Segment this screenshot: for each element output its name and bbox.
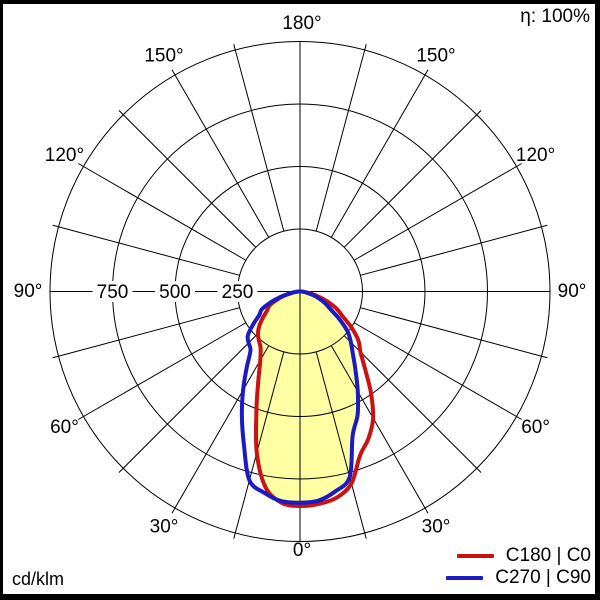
beam-fill [255,291,359,503]
grid-spoke [52,307,240,359]
legend-swatch-blue-icon [446,576,484,580]
radial-tick-label: 250 [222,282,254,303]
grid-spoke [330,345,429,514]
angle-label: 90° [14,281,43,302]
grid-spoke [171,69,270,238]
radial-tick-label: 500 [159,282,191,303]
grid-spoke [343,110,482,248]
efficiency-label: η: 100% [520,6,590,27]
legend: C180 | C0 C270 | C90 [446,545,591,589]
grid-spoke [330,69,429,238]
legend-swatch-red-icon [456,554,494,558]
grid-spoke [78,163,247,261]
angle-label: 180° [282,13,321,34]
grid-spoke [118,335,257,473]
grid-spoke [315,44,367,232]
radial-tick-chip [92,281,133,302]
angle-label: 120° [45,145,84,166]
angle-label: 0° [293,540,311,561]
radial-tick-chip [217,281,258,302]
angle-label: 60° [521,417,550,438]
grid-spoke [78,322,247,420]
grid-spoke [171,345,270,514]
legend-label-c270-c90: C270 | C90 [495,567,591,588]
intensity-curve-c90 [239,289,361,505]
grid-spoke [353,322,522,420]
legend-item-c180-c0: C180 | C0 [456,545,591,567]
grid-spoke [343,335,482,473]
grid-spoke [118,110,257,248]
grid-spoke [52,224,240,276]
angle-label: 150° [416,45,455,66]
grid-spoke [360,224,548,276]
legend-label-c180-c0: C180 | C0 [505,545,591,566]
grid-spoke [315,351,367,539]
grid-spoke [233,44,285,232]
angle-label: 120° [516,145,555,166]
angle-label: 30° [150,517,179,538]
radial-tick-label: 750 [97,282,129,303]
angle-label: 90° [558,281,587,302]
unit-label: cd/klm [12,569,65,589]
angle-label: 60° [50,417,79,438]
grid-spoke [353,163,522,261]
legend-item-c270-c90: C270 | C90 [446,567,591,589]
angle-label: 30° [422,517,451,538]
grid-spoke [233,351,285,539]
angle-label: 150° [144,45,183,66]
grid-spoke [360,307,548,359]
intensity-curve-c0 [253,289,376,509]
radial-tick-chip [155,281,195,302]
